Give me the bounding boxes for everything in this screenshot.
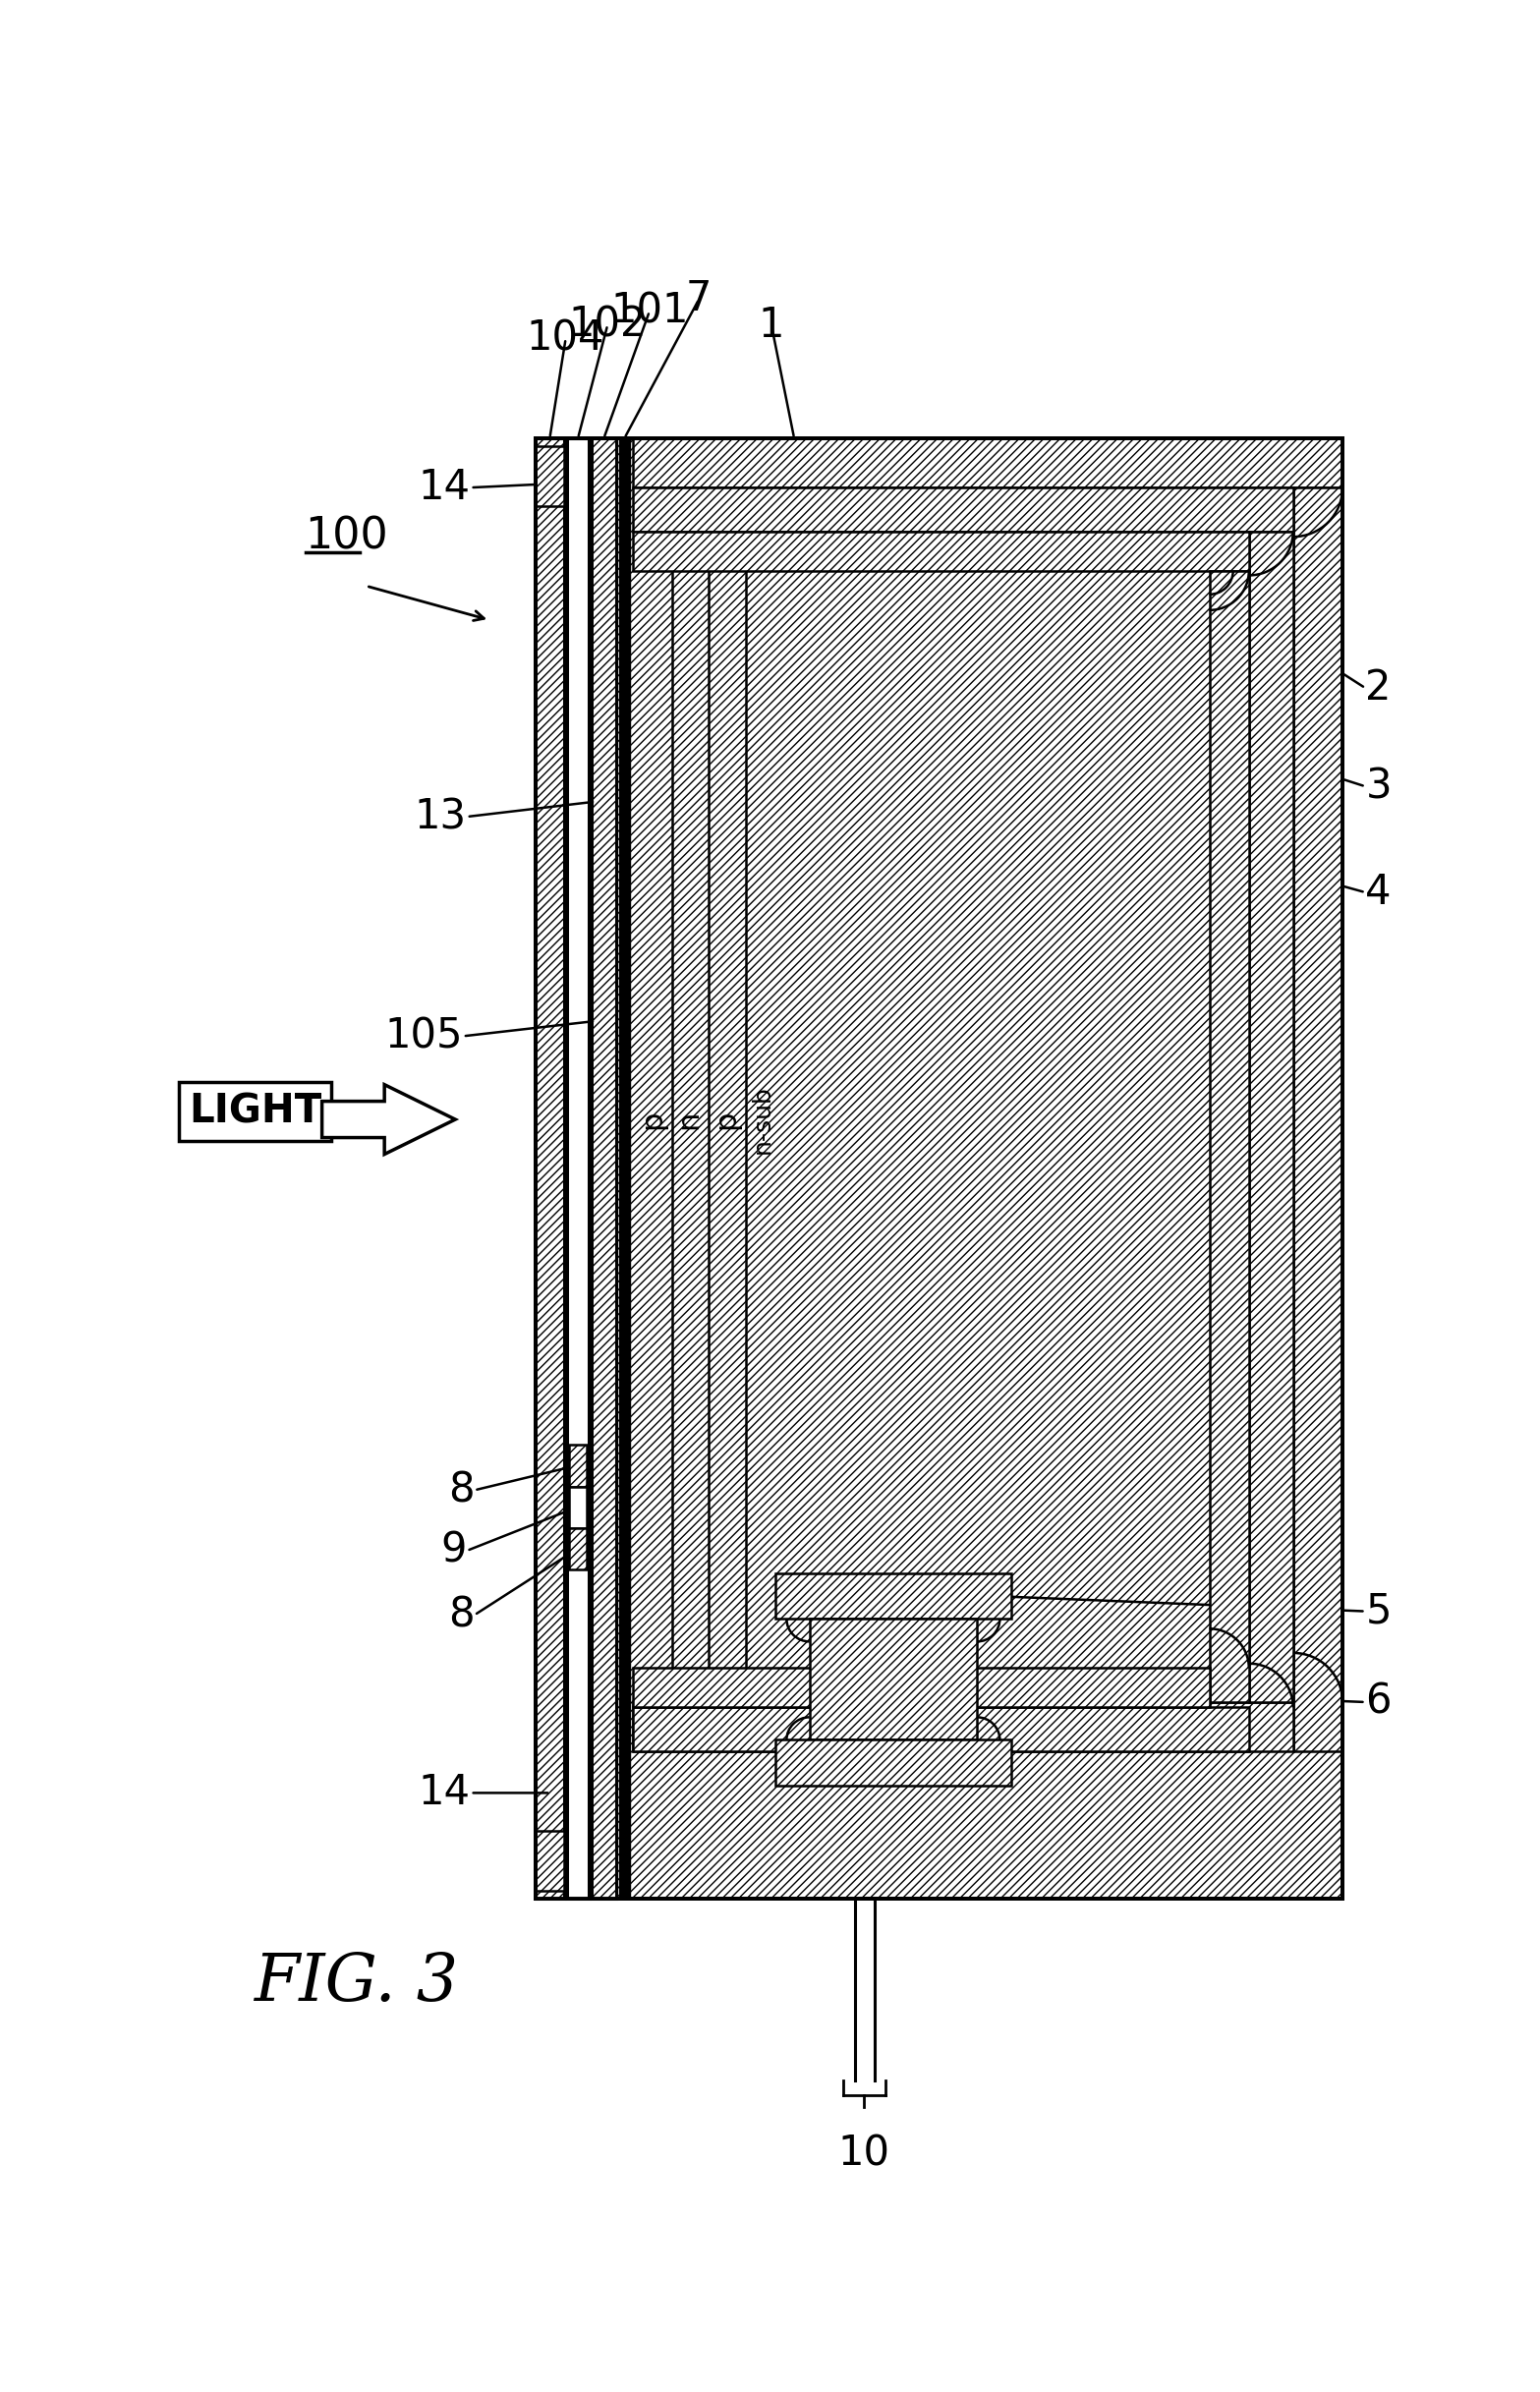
Bar: [568, 1528, 587, 1569]
Bar: [810, 1619, 976, 1739]
Text: 5: 5: [1366, 1591, 1392, 1631]
Text: 14: 14: [419, 466, 471, 507]
Bar: [568, 1485, 587, 1528]
Bar: [633, 531, 1249, 572]
Bar: [775, 1574, 1012, 1619]
Bar: [567, 438, 588, 1899]
Text: 2: 2: [1366, 667, 1391, 708]
Text: p: p: [711, 1110, 739, 1129]
Bar: [591, 438, 616, 1899]
Bar: [633, 1708, 1249, 1751]
Bar: [1249, 531, 1294, 1703]
Bar: [775, 1739, 1012, 1784]
Bar: [1209, 572, 1249, 1703]
Text: 10: 10: [838, 2134, 890, 2174]
Bar: [633, 1703, 1294, 1751]
Text: n-sub: n-sub: [750, 1086, 775, 1153]
Bar: [619, 438, 630, 1899]
Text: 105: 105: [385, 1017, 464, 1057]
Text: 13: 13: [414, 797, 467, 837]
Text: 8: 8: [448, 1469, 474, 1512]
Text: LIGHT: LIGHT: [188, 1093, 322, 1131]
Polygon shape: [322, 1084, 456, 1155]
Bar: [536, 438, 1343, 1899]
Text: 8: 8: [448, 1595, 474, 1636]
Text: 6: 6: [1366, 1682, 1392, 1722]
Text: 101: 101: [610, 289, 688, 332]
Text: 9: 9: [440, 1531, 467, 1572]
Bar: [536, 1830, 564, 1892]
Bar: [536, 438, 1343, 1899]
Text: 104: 104: [527, 318, 605, 359]
Bar: [633, 1667, 1209, 1708]
Text: p: p: [638, 1110, 667, 1129]
Bar: [1294, 488, 1343, 1751]
Text: 102: 102: [568, 304, 647, 344]
Text: FIG. 3: FIG. 3: [254, 1949, 457, 2014]
Text: n: n: [675, 1110, 704, 1129]
Text: 3: 3: [1366, 765, 1392, 806]
Text: 7: 7: [685, 277, 711, 321]
Bar: [536, 438, 564, 1899]
Bar: [633, 438, 1343, 488]
Text: 4: 4: [1366, 871, 1392, 914]
Text: 14: 14: [419, 1772, 471, 1813]
Text: 1: 1: [758, 304, 784, 344]
Text: 100: 100: [305, 517, 388, 557]
Bar: [568, 1445, 587, 1485]
Bar: [536, 445, 564, 507]
Bar: [633, 488, 1294, 531]
